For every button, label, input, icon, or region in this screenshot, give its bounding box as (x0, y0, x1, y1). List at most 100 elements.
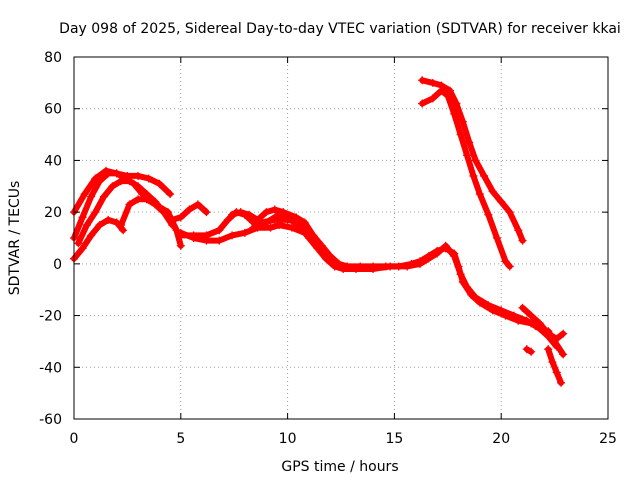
series-track-14 (544, 327, 568, 359)
series-line (419, 77, 526, 244)
data-point (236, 208, 245, 217)
data-point (262, 218, 271, 227)
series-track-15 (522, 345, 536, 356)
data-point (559, 350, 568, 359)
series-line (519, 304, 567, 342)
data-point (202, 208, 211, 217)
y-tick-label: 0 (53, 257, 62, 273)
series-track-9 (249, 210, 557, 343)
data-point (527, 347, 536, 356)
data-point (550, 337, 559, 346)
data-point (215, 236, 224, 245)
data-point (87, 192, 96, 201)
data-point (116, 177, 125, 186)
data-point (428, 78, 437, 87)
chart-title: Day 098 of 2025, Sidereal Day-to-day VTE… (59, 21, 621, 37)
data-point (428, 94, 437, 103)
data-point (262, 208, 271, 217)
data-point (104, 215, 113, 224)
data-point (418, 99, 427, 108)
data-point (433, 249, 442, 258)
data-point (228, 210, 237, 219)
data-point (78, 213, 87, 222)
data-series (70, 76, 568, 387)
data-point (144, 174, 153, 183)
data-point (155, 179, 164, 188)
x-tick-label: 20 (492, 431, 510, 447)
data-point (270, 205, 279, 214)
data-point (386, 262, 395, 271)
data-point (557, 378, 566, 387)
data-point (492, 234, 501, 242)
data-point (463, 283, 472, 292)
data-point (456, 270, 465, 279)
data-point (253, 215, 262, 224)
series-line (71, 167, 174, 216)
data-point (134, 171, 143, 180)
data-point (463, 151, 472, 160)
data-point (215, 226, 224, 235)
data-point (559, 329, 568, 338)
data-point (456, 130, 465, 139)
data-point (505, 208, 514, 217)
data-point (465, 138, 474, 147)
data-point (91, 208, 100, 217)
data-point (501, 257, 510, 266)
data-point (505, 262, 514, 271)
y-tick-label: 40 (44, 153, 62, 169)
data-point (450, 109, 459, 118)
y-tick-label: 80 (44, 50, 62, 66)
data-point (488, 187, 497, 196)
data-point (172, 226, 181, 235)
data-point (416, 259, 425, 268)
data-point (437, 86, 446, 95)
data-point (119, 226, 128, 235)
data-point (330, 262, 339, 271)
data-point (441, 241, 450, 250)
data-point (249, 223, 258, 232)
data-point (116, 221, 125, 230)
data-point (176, 241, 185, 250)
data-point (403, 262, 412, 271)
data-point (469, 171, 478, 180)
data-point (266, 223, 275, 232)
x-tick-label: 0 (70, 431, 79, 447)
data-point (166, 190, 175, 199)
data-point (322, 254, 331, 263)
data-point (228, 231, 237, 240)
x-tick-label: 10 (279, 431, 297, 447)
data-point (125, 200, 134, 209)
series-track-12 (518, 303, 568, 343)
data-point (287, 223, 296, 232)
series-track-13 (544, 345, 566, 387)
data-point (189, 231, 198, 240)
data-point (458, 117, 467, 126)
series-track-10 (418, 76, 527, 245)
data-point (240, 228, 249, 237)
data-point (369, 265, 378, 274)
data-point (287, 215, 296, 224)
data-point (548, 358, 557, 367)
y-tick-label: -40 (39, 360, 62, 376)
data-point (450, 252, 459, 261)
series-track-5 (116, 195, 177, 230)
data-point (134, 182, 143, 191)
data-point (510, 311, 519, 320)
data-point (95, 221, 104, 230)
series-track-3 (70, 215, 128, 263)
data-point (497, 306, 506, 315)
data-point (296, 223, 305, 232)
data-point (552, 368, 561, 377)
data-point (522, 316, 531, 325)
data-point (480, 171, 489, 180)
data-point (418, 76, 427, 85)
data-point (443, 91, 452, 100)
data-point (527, 311, 536, 320)
data-point (304, 234, 313, 242)
data-point (102, 166, 111, 175)
plot-frame (73, 56, 609, 420)
y-tick-label: 20 (44, 205, 62, 221)
x-tick-label: 25 (599, 431, 617, 447)
axis-ticks: 0 5 10 15 20 25 -60 -40 -20 0 20 40 60 80 (39, 50, 617, 447)
